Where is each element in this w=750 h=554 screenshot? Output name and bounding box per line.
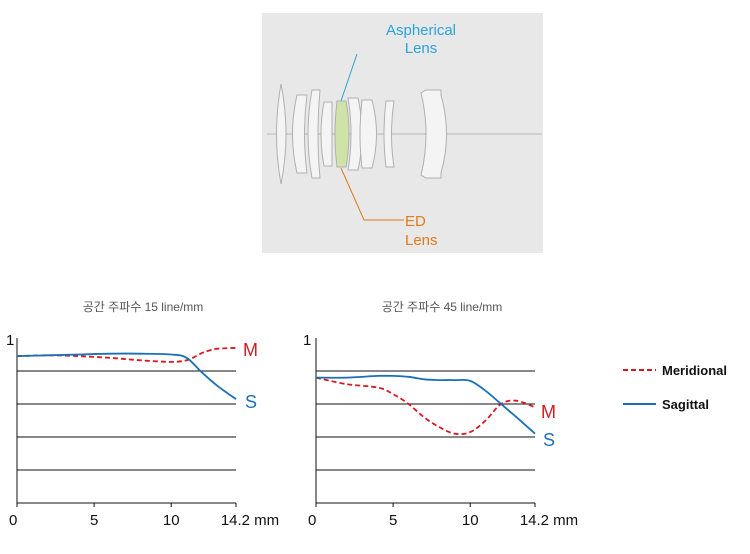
mtf-chart-15: 공간 주파수 15 line/mm 1 0 5 10 14.2 mm M S	[6, 300, 279, 529]
lens-element-4	[320, 101, 333, 167]
aspherical-ed-lens-element	[334, 100, 350, 168]
y-axis-top-label: 1	[6, 332, 14, 349]
x-tick-label: 0	[9, 512, 17, 529]
x-tick-label: 14.2 mm	[520, 512, 578, 529]
series-end-label-sagittal: S	[245, 392, 257, 412]
series-end-label-meridional: M	[541, 402, 556, 422]
lens-element-2	[292, 94, 308, 174]
aspherical-label-line2: Lens	[405, 40, 438, 57]
aspherical-label-line1: Aspherical	[386, 22, 456, 39]
lens-element-3	[307, 89, 321, 179]
lens-element-7	[359, 99, 377, 169]
aspherical-leader-line	[340, 53, 358, 102]
mtf-chart-45: 공간 주파수 45 line/mm 1 0 5 10 14.2 mm MS	[303, 300, 578, 529]
lens-diagram: Aspherical Lens ED Lens	[262, 13, 543, 253]
x-tick-label: 10	[163, 512, 180, 529]
chart-legend: Meridional Sagittal	[623, 363, 727, 412]
ed-label-line2: Lens	[405, 232, 438, 249]
x-tick-label: 0	[308, 512, 316, 529]
legend-sagittal-label: Sagittal	[662, 397, 709, 412]
x-tick-label: 5	[90, 512, 98, 529]
series-line-sagittal	[16, 352, 237, 400]
lens-element-1	[276, 83, 287, 185]
y-axis-top-label: 1	[303, 332, 311, 349]
legend-meridional-label: Meridional	[662, 363, 727, 378]
x-tick-label: 14.2 mm	[221, 512, 279, 529]
chart-title: 공간 주파수 15 line/mm	[83, 300, 204, 314]
lens-element-9	[420, 89, 447, 179]
lens-element-8	[383, 100, 395, 168]
chart-title: 공간 주파수 45 line/mm	[382, 300, 503, 314]
ed-label-line1: ED	[405, 213, 426, 230]
series-line-meridional	[16, 347, 237, 363]
x-tick-label: 10	[462, 512, 479, 529]
series-end-label-sagittal: S	[543, 430, 555, 450]
series-end-label-meridional: M	[243, 340, 258, 360]
ed-leader-line	[340, 167, 404, 221]
x-tick-label: 5	[389, 512, 397, 529]
series-line-sagittal	[315, 374, 536, 435]
